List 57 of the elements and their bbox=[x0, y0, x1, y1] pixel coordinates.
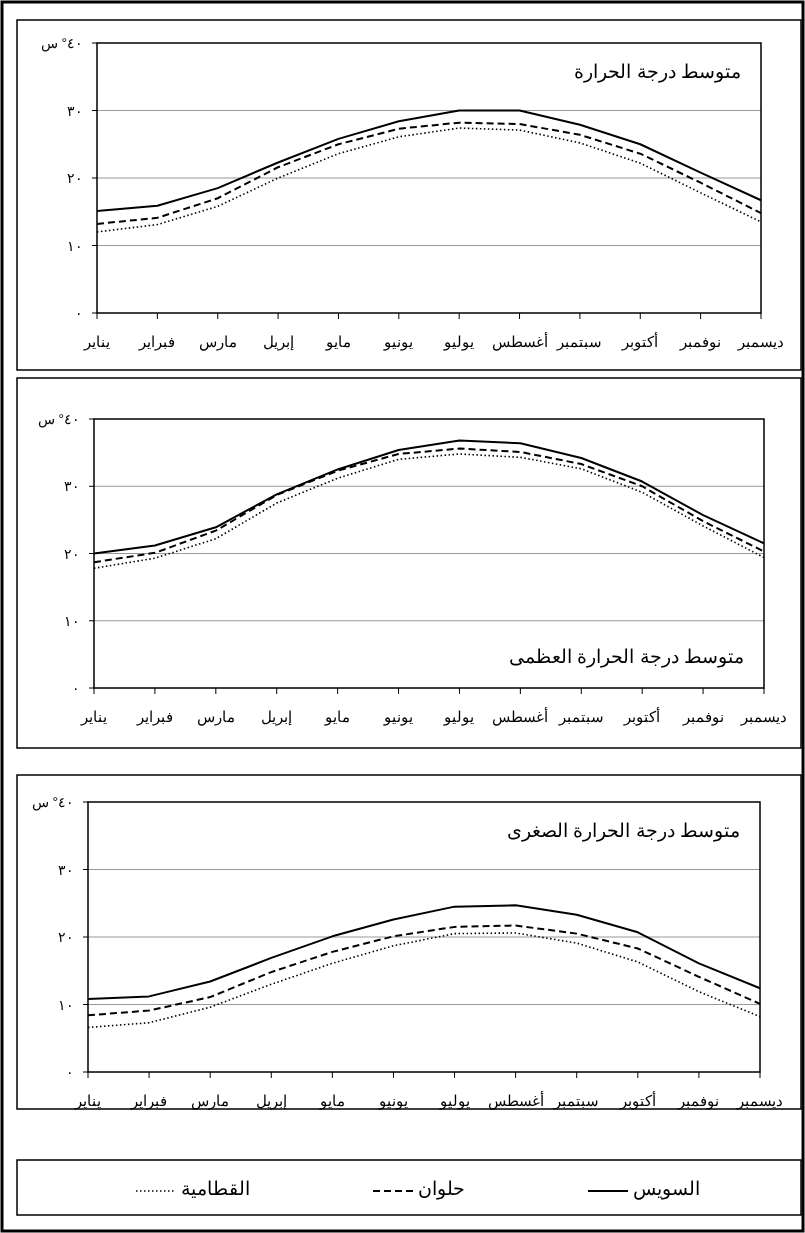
x-tick-label: مايو bbox=[324, 333, 351, 351]
y-tick-label: ٢٠ bbox=[67, 170, 83, 186]
x-tick-label: نوفمبر bbox=[681, 708, 724, 726]
x-tick-label: أكتوبر bbox=[621, 332, 659, 351]
legend-label: حلوان bbox=[418, 1178, 465, 1200]
text: متوسط درجة الحرارة الصغرى bbox=[507, 820, 740, 842]
x-tick-label: سبتمبر bbox=[556, 333, 603, 351]
y-tick-label: ٢٠ bbox=[64, 545, 80, 562]
text: متوسط درجة الحرارة bbox=[574, 61, 741, 83]
x-tick-label: مايو bbox=[318, 1092, 345, 1110]
y-tick-label: ٤٠° س bbox=[31, 794, 74, 811]
x-tick-label: يوليو bbox=[438, 1092, 470, 1110]
y-tick-label: ١٠ bbox=[58, 996, 74, 1013]
y-tick-label: ٣٠ bbox=[67, 102, 83, 119]
x-tick-label: أغسطس bbox=[492, 707, 549, 726]
x-tick-label: فبراير bbox=[135, 708, 173, 726]
x-tick-label: أغسطس bbox=[491, 332, 548, 351]
y-tick-label: ١٠ bbox=[64, 612, 80, 629]
x-tick-label: يونيو bbox=[383, 333, 414, 351]
x-tick-label: أغسطس bbox=[487, 1091, 544, 1110]
x-tick-label: إبريل bbox=[255, 1092, 287, 1110]
x-tick-label: أكتوبر bbox=[623, 707, 661, 726]
text: متوسط درجة الحرارة العظمى bbox=[509, 646, 744, 668]
y-tick-label: ٣٠ bbox=[58, 861, 74, 878]
legend-label: القطامية bbox=[181, 1178, 250, 1199]
x-tick-label: نوفمبر bbox=[679, 333, 722, 351]
x-tick-label: يناير bbox=[74, 1092, 101, 1110]
x-tick-label: ديسمبر bbox=[740, 708, 787, 726]
x-tick-label: يونيو bbox=[383, 708, 414, 726]
legend-label: السويس bbox=[633, 1178, 700, 1200]
y-tick-label: ٠ bbox=[75, 305, 83, 321]
x-tick-label: مايو bbox=[324, 708, 351, 726]
x-tick-label: مارس bbox=[198, 333, 237, 351]
x-tick-label: إبريل bbox=[262, 333, 294, 351]
x-tick-label: يناير bbox=[83, 333, 110, 351]
x-tick-label: مارس bbox=[196, 708, 235, 726]
y-tick-label: ٣٠ bbox=[64, 478, 80, 495]
x-tick-label: أكتوبر bbox=[618, 1091, 656, 1110]
y-tick-label: ٤٠° س bbox=[40, 35, 83, 52]
x-tick-label: سبتمبر bbox=[557, 708, 604, 726]
x-tick-label: يوليو bbox=[443, 708, 475, 726]
x-tick-label: يوليو bbox=[443, 333, 475, 351]
x-tick-label: نوفمبر bbox=[677, 1092, 720, 1110]
x-tick-label: مارس bbox=[191, 1092, 230, 1110]
x-tick-label: ديسمبر bbox=[736, 1092, 783, 1110]
x-tick-label: سبتمبر bbox=[553, 1092, 600, 1110]
y-tick-label: ٠ bbox=[72, 680, 80, 696]
y-tick-label: ٠ bbox=[66, 1064, 74, 1080]
x-tick-label: يناير bbox=[80, 708, 107, 726]
x-tick-label: فبراير bbox=[138, 333, 176, 351]
y-tick-label: ٤٠° س bbox=[37, 411, 80, 428]
x-tick-label: فبراير bbox=[130, 1092, 168, 1110]
x-tick-label: يونيو bbox=[377, 1092, 408, 1110]
x-tick-label: إبريل bbox=[261, 708, 293, 726]
y-tick-label: ٢٠ bbox=[58, 929, 74, 945]
y-tick-label: ١٠ bbox=[67, 237, 83, 254]
x-tick-label: ديسمبر bbox=[737, 333, 784, 351]
